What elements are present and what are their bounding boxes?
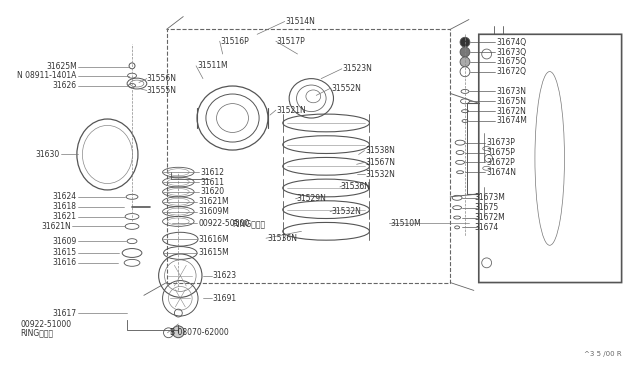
Text: 31672N: 31672N — [497, 107, 526, 116]
Text: 00922-50500: 00922-50500 — [198, 219, 250, 228]
Text: 31516P: 31516P — [221, 37, 250, 46]
Text: 31673P: 31673P — [486, 138, 516, 147]
Text: 31538N: 31538N — [365, 146, 396, 155]
Circle shape — [460, 37, 470, 47]
Text: 31621M: 31621M — [198, 197, 228, 206]
Text: 31616M: 31616M — [198, 235, 228, 244]
Bar — [166, 29, 450, 283]
Text: 31567N: 31567N — [365, 158, 396, 167]
Text: 31532N: 31532N — [365, 170, 396, 179]
Text: 31691: 31691 — [213, 294, 237, 303]
Text: 31625M: 31625M — [46, 62, 77, 71]
Text: 31609: 31609 — [52, 237, 77, 246]
Circle shape — [460, 57, 470, 67]
Text: 31521N: 31521N — [277, 106, 307, 115]
Text: 31616: 31616 — [52, 258, 77, 267]
Text: 31536N: 31536N — [341, 183, 371, 192]
Text: 31672M: 31672M — [475, 213, 506, 222]
Text: 31630: 31630 — [36, 150, 60, 159]
Text: RINGリング: RINGリング — [20, 328, 54, 337]
Text: 31674M: 31674M — [497, 116, 527, 125]
Text: 31611: 31611 — [200, 177, 224, 187]
Text: 31672P: 31672P — [486, 158, 515, 167]
Circle shape — [460, 47, 470, 57]
Text: 31626: 31626 — [52, 81, 77, 90]
Text: 31615: 31615 — [52, 248, 77, 257]
Text: 31510M: 31510M — [390, 219, 421, 228]
Text: 31675: 31675 — [475, 203, 499, 212]
Text: 31620: 31620 — [200, 187, 224, 196]
Text: 31552N: 31552N — [331, 84, 361, 93]
Text: 31556N: 31556N — [147, 74, 177, 83]
Circle shape — [460, 67, 470, 77]
Text: 31621: 31621 — [53, 212, 77, 221]
Text: 31612: 31612 — [200, 168, 224, 177]
Text: N 08911-1401A: N 08911-1401A — [17, 71, 77, 80]
Text: 31673Q: 31673Q — [497, 48, 527, 57]
Text: RINGリング: RINGリング — [232, 219, 266, 228]
Text: 31609M: 31609M — [198, 207, 229, 216]
Text: 31673M: 31673M — [475, 193, 506, 202]
Text: 31623: 31623 — [213, 271, 237, 280]
Text: 31674N: 31674N — [486, 168, 516, 177]
Text: 31674: 31674 — [475, 223, 499, 232]
Text: 31514N: 31514N — [285, 17, 316, 26]
Text: 31511M: 31511M — [197, 61, 228, 70]
Text: 31675Q: 31675Q — [497, 57, 527, 66]
Circle shape — [172, 326, 184, 338]
Text: 31536N: 31536N — [267, 234, 297, 243]
Text: 31517P: 31517P — [277, 37, 305, 46]
Text: 31673N: 31673N — [497, 87, 527, 96]
Text: 31621N: 31621N — [41, 222, 71, 231]
Text: 31617: 31617 — [52, 308, 77, 318]
Text: 31523N: 31523N — [343, 64, 372, 73]
Text: B 08070-62000: B 08070-62000 — [170, 328, 229, 337]
Text: 31672Q: 31672Q — [497, 67, 527, 76]
Text: 31529N: 31529N — [296, 194, 326, 203]
Text: 31674Q: 31674Q — [497, 38, 527, 46]
Text: 31555N: 31555N — [147, 86, 177, 95]
Text: 31618: 31618 — [53, 202, 77, 211]
Text: ^3 5 /00 R: ^3 5 /00 R — [584, 352, 621, 357]
Text: 31615M: 31615M — [198, 248, 228, 257]
Text: 31675P: 31675P — [486, 148, 516, 157]
Text: 00922-51000: 00922-51000 — [20, 320, 72, 329]
Text: 31532N: 31532N — [331, 207, 361, 216]
Text: 31624: 31624 — [52, 192, 77, 201]
Text: 31675N: 31675N — [497, 97, 527, 106]
